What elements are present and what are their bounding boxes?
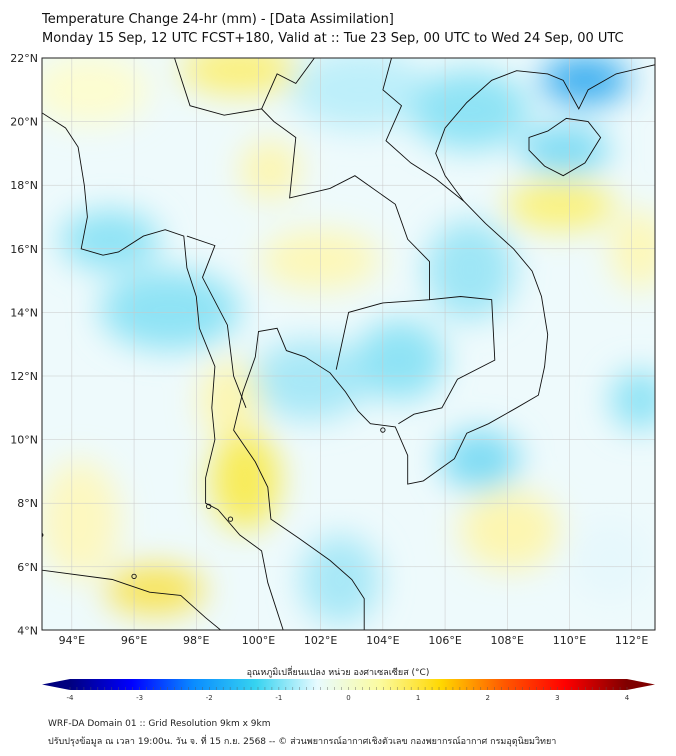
lon-label: 94°E xyxy=(59,634,85,647)
coastline-segment xyxy=(528,117,602,177)
footer-credit: ปรับปรุงข้อมูล ณ เวลา 19:00น. วัน จ. ที่… xyxy=(48,737,557,747)
colorbar-tick-label: -2 xyxy=(206,694,213,702)
latitude-labels: 22°N 20°N 18°N 16°N 14°N 12°N 10°N 8°N 6°N 4°N xyxy=(10,52,38,637)
colorbar-gradient xyxy=(70,679,627,690)
colorbar-tick-label: 3 xyxy=(555,694,559,702)
colorbar-tick-label: 4 xyxy=(625,694,630,702)
colorbar-tick-label: 2 xyxy=(486,694,490,702)
lon-label: 110°E xyxy=(553,634,586,647)
colorbar-tick-label: 0 xyxy=(346,694,350,702)
island-outline xyxy=(227,516,234,522)
coastline-segment xyxy=(398,296,496,425)
lon-label: 98°E xyxy=(183,634,209,647)
lat-label: 20°N xyxy=(10,116,38,129)
colorbar-tick-label: 1 xyxy=(416,694,420,702)
lon-label: 108°E xyxy=(491,634,524,647)
lat-label: 12°N xyxy=(10,370,38,383)
island-outline xyxy=(380,427,386,433)
graticule xyxy=(42,58,655,630)
coastline xyxy=(32,58,655,630)
lat-label: 10°N xyxy=(10,434,38,447)
coastline-segment xyxy=(323,58,325,59)
map-frame xyxy=(41,57,656,631)
lat-label: 8°N xyxy=(17,497,38,510)
lat-label: 16°N xyxy=(10,243,38,256)
lon-label: 102°E xyxy=(304,634,337,647)
lat-label: 6°N xyxy=(17,561,38,574)
colorbar: -4 -3 -2 -1 0 1 2 3 4 xyxy=(42,679,655,702)
longitude-labels: 94°E 96°E 98°E 100°E 102°E 104°E 106°E 108°E 110… xyxy=(59,634,649,647)
footer-model-info: WRF-DA Domain 01 :: Grid Resolution 9km … xyxy=(48,719,271,729)
lon-label: 104°E xyxy=(366,634,399,647)
colorbar-tick-label: -4 xyxy=(67,694,75,702)
coastline-segment xyxy=(42,569,222,630)
coastline-segment xyxy=(233,64,655,630)
lat-label: 4°N xyxy=(17,624,38,637)
coastline-segment xyxy=(42,112,284,630)
colorbar-tick-label: -3 xyxy=(136,694,143,702)
map-title: Temperature Change 24-hr (mm) - [Data As… xyxy=(42,12,394,27)
coastline-segment xyxy=(174,58,430,370)
map-subtitle: Monday 15 Sep, 12 UTC FCST+180, Valid at… xyxy=(42,31,624,46)
colorbar-tick-label: -1 xyxy=(275,694,282,702)
island-outline xyxy=(32,387,36,391)
lat-label: 18°N xyxy=(10,179,38,192)
coastline-segment xyxy=(261,58,315,110)
island-outline xyxy=(206,503,212,510)
coastline-segment xyxy=(382,58,464,202)
lon-label: 96°E xyxy=(121,634,147,647)
colorbar-max-arrow xyxy=(627,679,655,690)
lon-label: 100°E xyxy=(242,634,275,647)
lat-label: 22°N xyxy=(10,52,38,65)
coastline-segment xyxy=(186,235,247,408)
island-outline xyxy=(131,573,137,579)
field-layer xyxy=(32,58,655,630)
colorbar-label: อุณหภูมิเปลี่ยนแปลง หน่วย องศาเซลเซียส (… xyxy=(246,668,430,678)
colorbar-min-arrow xyxy=(42,679,70,690)
lon-label: 106°E xyxy=(428,634,461,647)
island-outline xyxy=(42,532,44,538)
lat-label: 14°N xyxy=(10,306,38,319)
lon-label: 112°E xyxy=(615,634,648,647)
